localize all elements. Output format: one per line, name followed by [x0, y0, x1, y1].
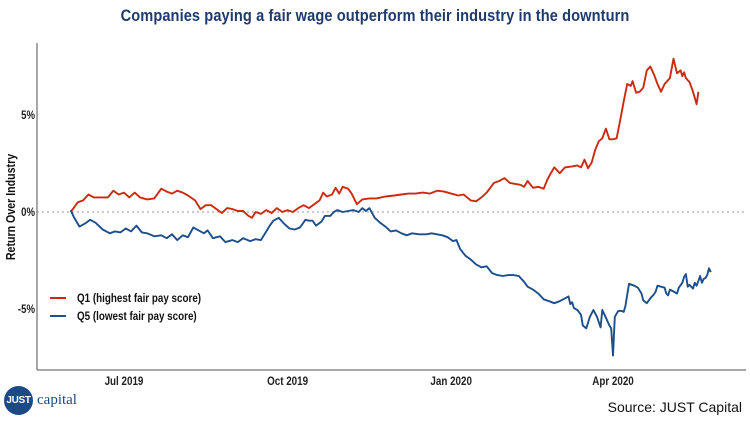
y-tick-label: 0%: [21, 206, 35, 219]
y-tick-label: -5%: [18, 303, 35, 316]
series-line-q5: [69, 207, 712, 357]
legend-label: Q5 (lowest fair pay score): [77, 310, 197, 323]
logo-mark: JUST: [4, 386, 33, 415]
just-capital-logo: JUST capital: [4, 386, 77, 415]
y-axis-title: Return Over Industry: [4, 153, 18, 260]
x-tick-label: Jan 2020: [430, 375, 472, 388]
y-tick-labels: 5% 0% -5%: [18, 109, 35, 316]
legend: Q1 (highest fair pay score) Q5 (lowest fa…: [50, 292, 201, 323]
source-note: Source: JUST Capital: [607, 399, 742, 415]
series-line-q1: [69, 57, 700, 219]
x-tick-labels: Jul 2019 Oct 2019 Jan 2020 Apr 2020: [105, 375, 634, 388]
x-tick-label: Apr 2020: [592, 375, 634, 388]
x-tick-label: Oct 2019: [267, 375, 308, 388]
x-tick-label: Jul 2019: [105, 375, 144, 388]
chart-title: Companies paying a fair wage outperform …: [120, 6, 630, 25]
legend-label: Q1 (highest fair pay score): [77, 292, 201, 305]
series-layer: [69, 57, 712, 357]
logo-text: capital: [37, 392, 77, 408]
y-tick-label: 5%: [21, 109, 35, 122]
